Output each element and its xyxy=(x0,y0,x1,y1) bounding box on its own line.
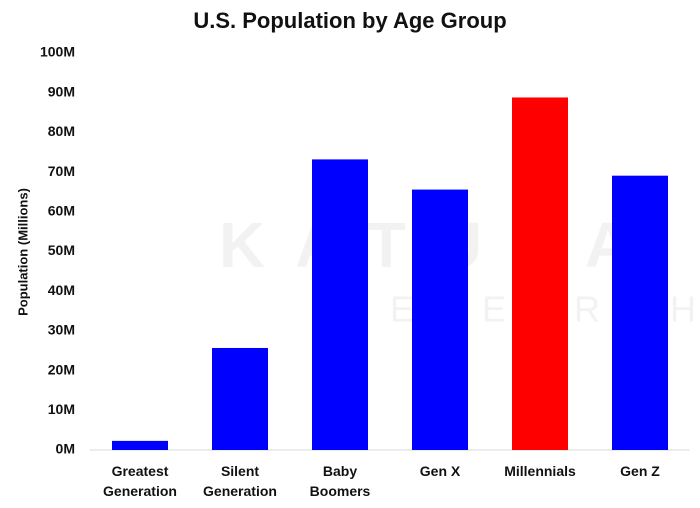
y-tick-label: 40M xyxy=(48,282,75,298)
y-tick-label: 90M xyxy=(48,83,75,99)
x-tick-label: Millennials xyxy=(504,463,576,479)
x-tick-label: Gen X xyxy=(419,463,461,479)
y-tick-label: 20M xyxy=(48,361,75,377)
y-tick-label: 100M xyxy=(40,44,75,60)
bar xyxy=(312,159,368,450)
y-tick-label: 30M xyxy=(48,322,75,338)
y-tick-label: 70M xyxy=(48,163,75,179)
x-tick-label: Greatest Generation xyxy=(103,463,177,499)
y-tick-label: 60M xyxy=(48,203,75,219)
y-tick-label: 50M xyxy=(48,242,75,258)
bar xyxy=(612,175,668,450)
x-tick-label: Baby Boomers xyxy=(309,463,371,499)
x-tick-label: Gen Z xyxy=(620,463,660,479)
bar xyxy=(512,97,568,451)
y-tick-label: 80M xyxy=(48,123,75,139)
bar xyxy=(112,440,168,450)
bar xyxy=(212,347,268,450)
x-tick-label: Silent Generation xyxy=(203,463,277,499)
y-axis-label: Population (Millions) xyxy=(15,188,30,316)
y-tick-label: 10M xyxy=(48,401,75,417)
chart-title: U.S. Population by Age Group xyxy=(193,8,506,33)
y-tick-label: 0M xyxy=(56,441,75,457)
bar xyxy=(412,189,468,450)
